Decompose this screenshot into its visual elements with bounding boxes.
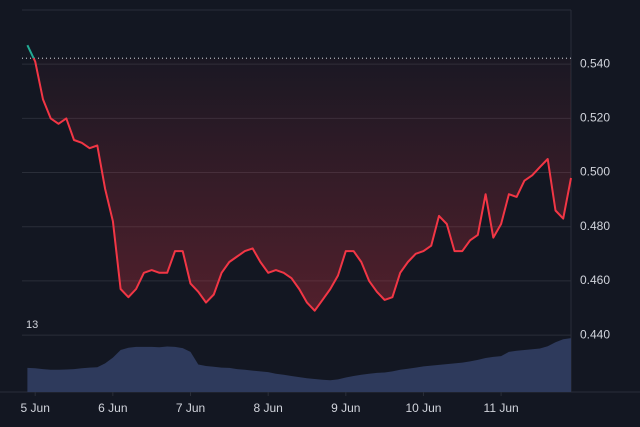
y-tick-label: 0.500: [580, 165, 610, 179]
annotation: 13: [26, 319, 38, 331]
volume-area: [27, 338, 571, 392]
y-tick-label: 0.480: [580, 219, 610, 233]
price-line-down: [32, 58, 572, 312]
x-tick-label: 7 Jun: [176, 401, 205, 415]
area-fill: [33, 58, 571, 311]
x-tick-label: 8 Jun: [253, 401, 282, 415]
x-tick-label: 11 Jun: [484, 401, 519, 415]
x-tick-label: 5 Jun: [21, 401, 50, 415]
y-tick-label: 0.520: [580, 111, 610, 125]
x-tick-label: 9 Jun: [331, 401, 360, 415]
y-tick-label: 0.440: [580, 327, 610, 341]
x-tick-label: 10 Jun: [405, 401, 441, 415]
y-tick-label: 0.540: [580, 56, 610, 70]
x-tick-label: 6 Jun: [98, 401, 127, 415]
y-tick-label: 0.460: [580, 273, 610, 287]
